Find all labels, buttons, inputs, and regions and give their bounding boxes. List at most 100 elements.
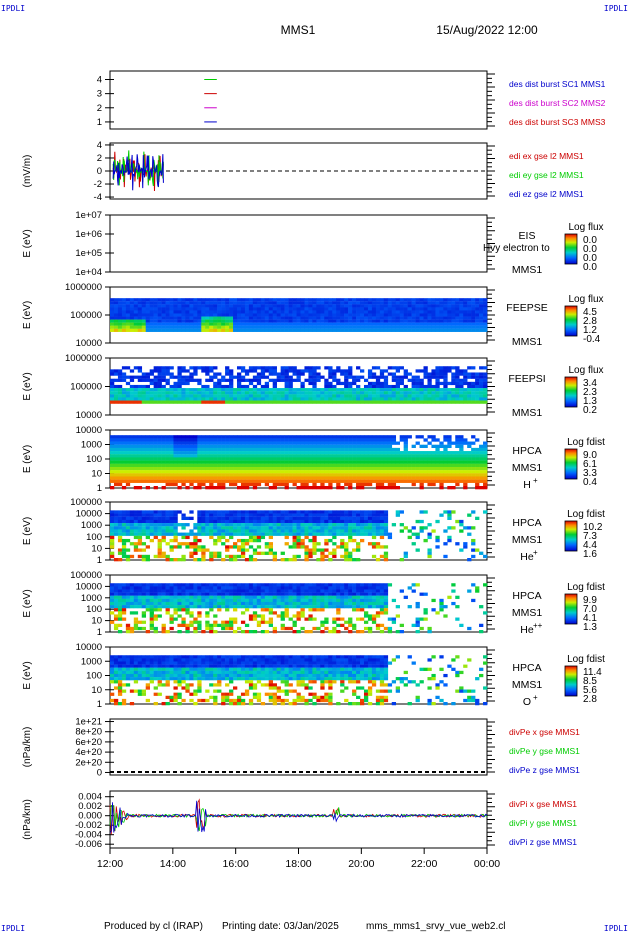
heatmap-cell bbox=[451, 310, 456, 314]
heatmap-cell bbox=[229, 479, 234, 483]
heatmap-cell bbox=[292, 435, 297, 439]
heatmap-cell bbox=[340, 369, 345, 373]
heatmap-cell bbox=[201, 583, 206, 587]
heatmap-cell bbox=[324, 463, 329, 468]
heatmap-cell bbox=[356, 523, 361, 527]
heatmap-cell bbox=[256, 513, 262, 517]
heatmap-cell bbox=[185, 322, 190, 326]
heatmap-cell bbox=[161, 375, 166, 379]
heatmap-cell bbox=[439, 473, 444, 477]
heatmap-cell bbox=[423, 319, 428, 323]
heatmap-cell bbox=[173, 598, 178, 603]
heatmap-cell bbox=[308, 479, 313, 483]
heatmap-cell bbox=[296, 470, 301, 474]
heatmap-cell bbox=[153, 391, 158, 395]
heatmap-cell bbox=[244, 529, 250, 533]
heatmap-cell bbox=[459, 384, 464, 389]
heatmap-cell bbox=[193, 523, 198, 527]
heatmap-cell bbox=[360, 391, 365, 395]
heatmap-cell bbox=[415, 460, 420, 464]
heatmap-cell bbox=[145, 630, 150, 634]
heatmap-cell bbox=[276, 388, 281, 392]
heatmap-cell bbox=[340, 394, 345, 398]
heatmap-cell bbox=[431, 438, 436, 442]
heatmap-cell bbox=[272, 454, 277, 458]
heatmap-cell bbox=[121, 316, 127, 320]
heatmap-cell bbox=[443, 466, 448, 471]
y-axis-label: E (eV) bbox=[22, 372, 33, 400]
heatmap-cell bbox=[316, 322, 321, 326]
heatmap-cell bbox=[328, 397, 333, 401]
heatmap-cell bbox=[304, 558, 309, 562]
heatmap-cell bbox=[379, 535, 385, 540]
heatmap-cell bbox=[300, 310, 305, 314]
heatmap-cell bbox=[284, 479, 289, 483]
heatmap-cell bbox=[110, 319, 115, 323]
heatmap-cell bbox=[363, 322, 369, 326]
heatmap-cell bbox=[141, 298, 147, 302]
heatmap-cell bbox=[193, 447, 198, 452]
heatmap-cell bbox=[459, 435, 464, 439]
heatmap-cell bbox=[149, 298, 154, 302]
heatmap-cell bbox=[229, 301, 234, 305]
heatmap-cell bbox=[284, 526, 289, 530]
heatmap-cell bbox=[435, 304, 440, 308]
heatmap-cell bbox=[371, 307, 377, 311]
heatmap-cell bbox=[129, 310, 135, 314]
heatmap-cell bbox=[391, 460, 397, 464]
heatmap-cell bbox=[475, 313, 480, 317]
heatmap-cell bbox=[352, 516, 357, 521]
heatmap-cell bbox=[395, 513, 400, 517]
colorbar-tick-label: 7.3 bbox=[583, 531, 597, 542]
heatmap-cell bbox=[221, 307, 226, 311]
heatmap-cell bbox=[113, 608, 119, 612]
heatmap-cell bbox=[248, 454, 254, 458]
heatmap-cell bbox=[348, 310, 353, 314]
heatmap-cell bbox=[332, 551, 337, 555]
heatmap-cell bbox=[236, 457, 242, 461]
heatmap-cell bbox=[193, 378, 198, 382]
heatmap-cell bbox=[332, 307, 337, 311]
heatmap-cell bbox=[137, 538, 143, 543]
heatmap-cell bbox=[407, 301, 412, 305]
heatmap-cell bbox=[217, 623, 222, 628]
heatmap-cell bbox=[300, 325, 305, 329]
heatmap-cell bbox=[244, 378, 250, 382]
heatmap-cell bbox=[173, 438, 178, 442]
heatmap-cell bbox=[463, 322, 468, 326]
heatmap-cell bbox=[320, 394, 325, 398]
heatmap-cell bbox=[229, 328, 234, 332]
heatmap-cell bbox=[221, 460, 226, 464]
heatmap-cell bbox=[312, 510, 317, 514]
heatmap-cell bbox=[447, 328, 452, 332]
heatmap-cell bbox=[423, 322, 428, 326]
heatmap-cell bbox=[268, 316, 274, 320]
heatmap-cell bbox=[288, 322, 293, 326]
heatmap-cell bbox=[356, 313, 361, 317]
heatmap-cell bbox=[312, 532, 317, 536]
heatmap-cell bbox=[121, 617, 127, 621]
heatmap-cell bbox=[276, 298, 281, 302]
heatmap-cell bbox=[264, 457, 270, 461]
heatmap-cell bbox=[391, 375, 397, 379]
heatmap-cell bbox=[225, 523, 230, 527]
heatmap-cell bbox=[221, 388, 226, 392]
heatmap-cell bbox=[252, 519, 258, 524]
heatmap-cell bbox=[471, 322, 476, 326]
heatmap-cell bbox=[125, 394, 131, 398]
heatmap-cell bbox=[149, 441, 154, 445]
heatmap-cell bbox=[352, 435, 357, 439]
heatmap-cell bbox=[161, 513, 166, 517]
heatmap-cell bbox=[205, 601, 210, 606]
heatmap-cell bbox=[360, 301, 365, 305]
heatmap-cell bbox=[177, 510, 182, 514]
heatmap-cell bbox=[161, 466, 166, 471]
heatmap-cell bbox=[371, 451, 377, 455]
heatmap-cell bbox=[205, 298, 210, 302]
heatmap-cell bbox=[221, 535, 226, 540]
heatmap-cell bbox=[360, 298, 365, 302]
heatmap-cell bbox=[316, 301, 321, 305]
heatmap-cell bbox=[348, 451, 353, 455]
heatmap-cell bbox=[177, 301, 182, 305]
heatmap-cell bbox=[296, 476, 301, 480]
